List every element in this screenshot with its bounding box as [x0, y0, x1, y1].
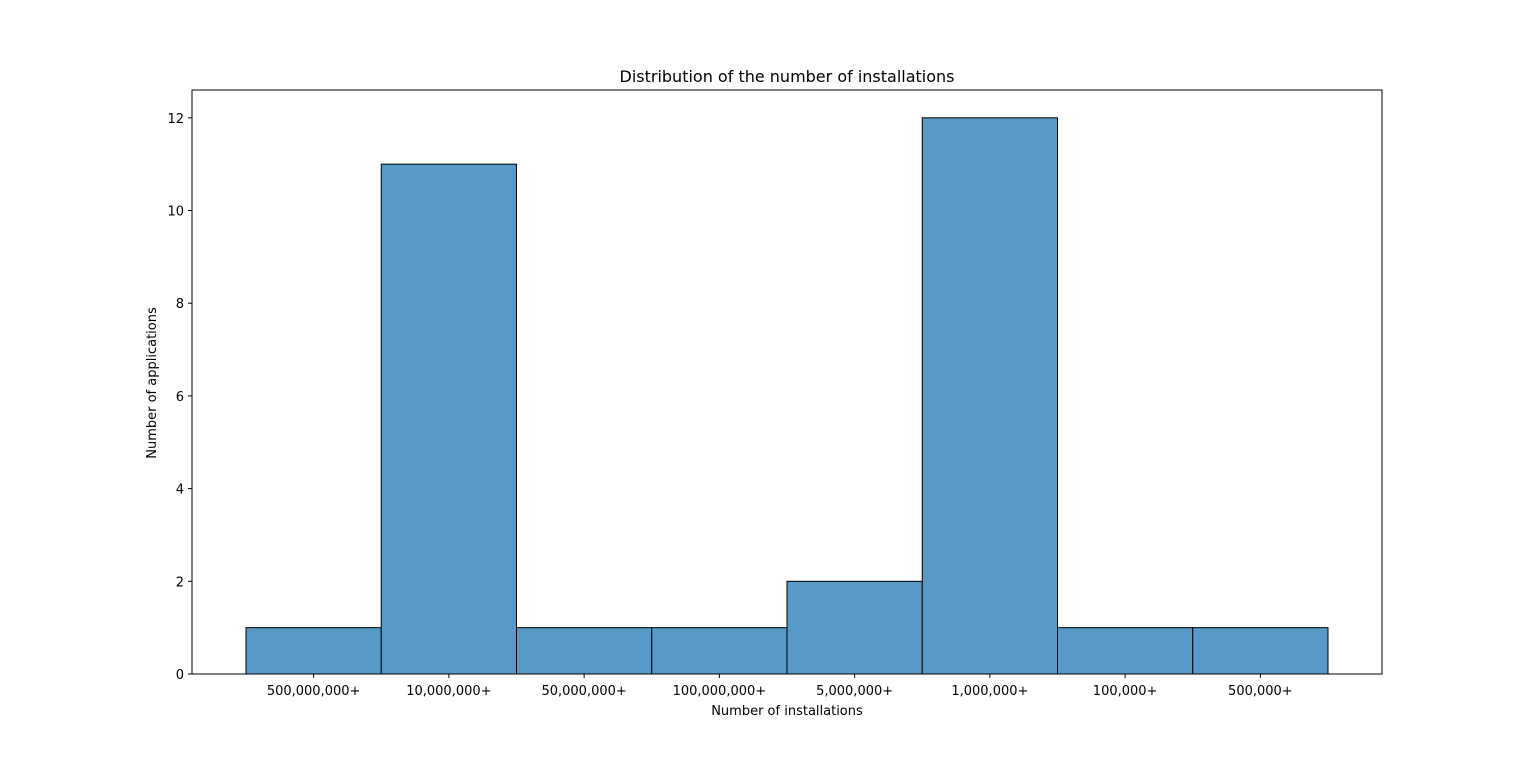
plot-frame — [191, 89, 1383, 675]
y-tick-label-1: 2 — [176, 575, 184, 590]
y-tick-label-6: 12 — [167, 112, 184, 127]
bar-1 — [380, 163, 517, 675]
bars-group — [245, 117, 1329, 675]
y-tick-label-4: 8 — [176, 297, 184, 312]
x-tick-label-3: 100,000,000+ — [673, 684, 767, 699]
bar-7 — [1192, 627, 1329, 675]
x-tick-label-5: 1,000,000+ — [951, 684, 1028, 699]
x-tick-label-4: 5,000,000+ — [816, 684, 893, 699]
x-tick-label-2: 50,000,000+ — [541, 684, 626, 699]
x-axis-label: Number of installations — [711, 704, 863, 719]
bar-3 — [651, 627, 788, 675]
bar-0 — [245, 627, 382, 675]
x-tick-label-1: 10,000,000+ — [406, 684, 491, 699]
bar-4 — [786, 580, 923, 675]
bar-6 — [1057, 627, 1194, 675]
y-tick-label-0: 0 — [176, 668, 184, 683]
bar-5 — [921, 117, 1058, 675]
y-tick-label-5: 10 — [167, 205, 184, 220]
x-tick-label-7: 500,000+ — [1228, 684, 1293, 699]
x-tick-label-6: 100,000+ — [1093, 684, 1158, 699]
x-axis: 500,000,000+ 10,000,000+ 50,000,000+ 100,00… — [267, 674, 1293, 699]
y-tick-label-2: 4 — [176, 483, 184, 498]
x-tick-label-0: 500,000,000+ — [267, 684, 361, 699]
y-axis-label: Number of applications — [145, 307, 160, 459]
chart-title: Distribution of the number of installati… — [620, 67, 955, 86]
y-axis: 0 2 4 6 8 10 12 — [167, 112, 192, 683]
bar-2 — [516, 627, 653, 675]
y-tick-label-3: 6 — [176, 390, 184, 405]
